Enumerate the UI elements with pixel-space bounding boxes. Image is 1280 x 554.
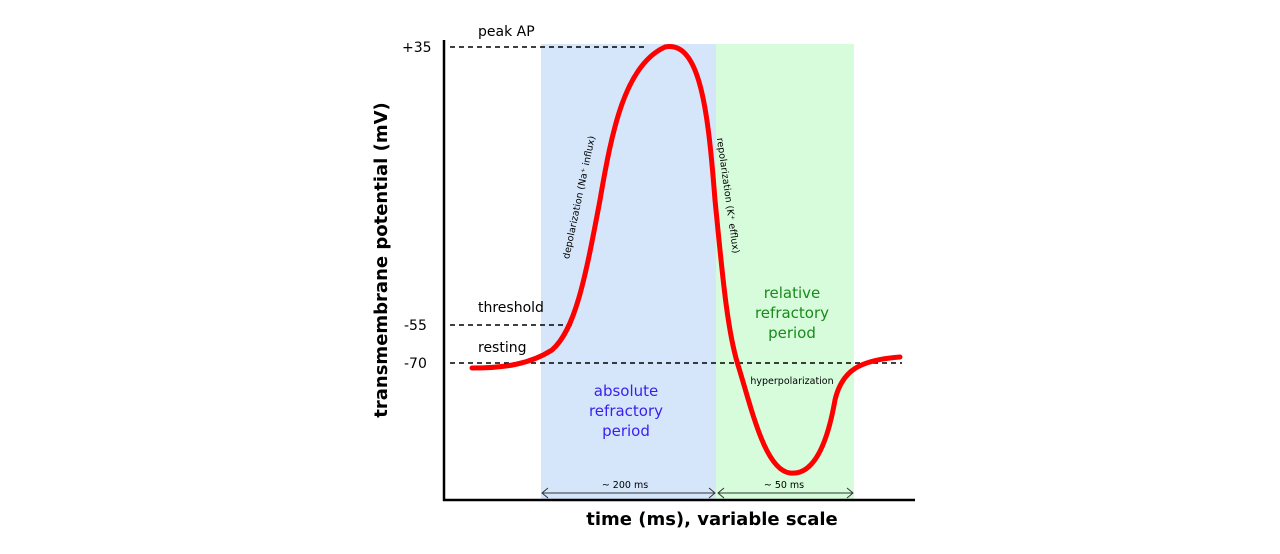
action-potential-curve (469, 44, 903, 476)
y-tick-minus70: -70 (404, 356, 427, 372)
svg-text:period: period (768, 324, 816, 342)
svg-text:refractory: refractory (755, 304, 829, 322)
absolute-duration-arrow (541, 487, 716, 499)
absolute-refractory-label: absolute refractory period (589, 382, 663, 440)
relative-refractory-label: relative refractory period (755, 284, 829, 342)
peak-ap-label: peak AP (478, 24, 535, 40)
relative-duration-label: ~ 50 ms (764, 480, 804, 491)
svg-text:relative: relative (764, 284, 821, 302)
y-axis-title: transmembrane potential (mV) (371, 102, 392, 417)
svg-text:absolute: absolute (594, 382, 659, 400)
hyperpolarization-label: hyperpolarization (750, 376, 833, 387)
absolute-duration-label: ~ 200 ms (602, 480, 648, 491)
relative-refractory-region (716, 44, 854, 500)
svg-text:period: period (602, 422, 650, 440)
svg-text:refractory: refractory (589, 402, 663, 420)
threshold-label: threshold (478, 300, 544, 316)
x-axis-title: time (ms), variable scale (586, 509, 838, 530)
absolute-refractory-region (541, 44, 716, 500)
resting-label: resting (478, 340, 527, 356)
y-tick-35: +35 (402, 40, 432, 56)
relative-duration-arrow (717, 487, 854, 499)
y-tick-minus55: -55 (404, 318, 427, 334)
